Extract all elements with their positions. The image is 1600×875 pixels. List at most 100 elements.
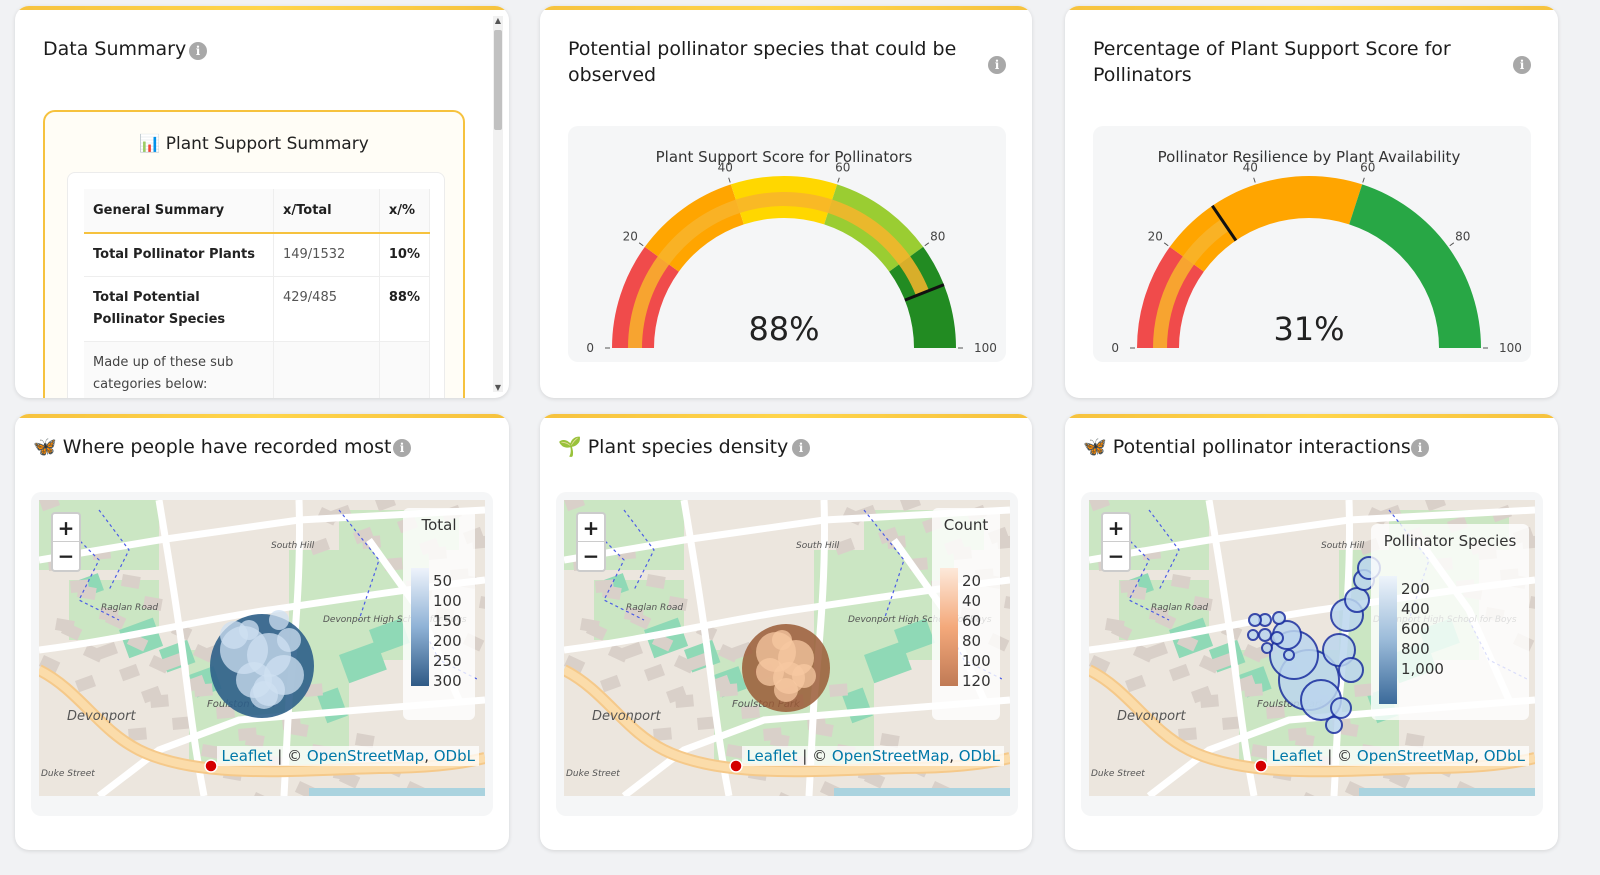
odbl-link[interactable]: ODbL [958,747,1000,765]
map-building [717,644,740,663]
map-building [667,596,688,611]
map-building [645,574,666,589]
map-card-density: 🌱 Plant species density i Devonport Fouls… [540,414,1032,850]
info-icon[interactable]: i [792,439,810,457]
legend-tick-label: 200 [433,632,462,650]
zoom-in-button[interactable]: + [578,514,604,542]
map2-title: 🌱 Plant species density [558,436,789,458]
map-building [600,674,622,693]
map-card-interactions: 🦋 Potential pollinator interactions i De… [1065,414,1558,850]
map-pitch [894,618,935,655]
map-building [644,663,666,682]
gauge-value-text: 31% [1273,310,1344,348]
map-building [163,652,185,671]
scroll-down-arrow-icon[interactable]: ▼ [494,383,502,392]
map-legend: Count 20 40 60 80 100 120 [932,508,1000,720]
zoom-in-button[interactable]: + [53,514,79,542]
zoom-out-button[interactable]: − [1107,544,1125,568]
data-summary-card: Data Summary i 📊 Plant Support Summary G… [15,6,509,398]
legend-tick-label: 50 [433,572,453,590]
map-card-recorded: 🦋 Where people have recorded most i Devo… [15,414,509,850]
map-footpath [98,509,130,591]
table-header: General Summary [84,189,274,234]
info-icon[interactable]: i [988,56,1006,74]
info-icon[interactable]: i [189,42,207,60]
map-bubble [1248,613,1262,627]
attribution-comma: , [424,747,434,765]
map-building [1528,596,1535,611]
row-label: Total Potential Pollinator Species [84,276,274,342]
map-building [104,611,127,630]
map-bubble [1258,628,1272,642]
gauge-title: Plant Support Score for Pollinators [656,148,913,166]
map-pitch [339,641,387,684]
gauge-tick-label: 40 [1243,160,1258,174]
zoom-in-button[interactable]: + [1103,514,1129,542]
map-building [1192,596,1213,611]
map-building [652,727,672,741]
summary-scroll-area[interactable]: 📊 Plant Support Summary General Summary … [43,92,465,398]
scrollbar-thumb[interactable] [494,30,502,130]
odbl-link[interactable]: ODbL [1483,747,1525,765]
map-building [719,683,738,697]
openstreetmap-link[interactable]: OpenStreetMap [831,747,950,765]
map-building [1110,622,1133,641]
info-icon[interactable]: i [393,439,411,457]
map-label: Duke Street [566,769,620,779]
zoom-control[interactable]: + − [51,512,81,572]
data-summary-title: Data Summary [43,38,187,60]
map-building [1354,683,1373,697]
gauge-title: Pollinator Resilience by Plant Availabil… [1158,148,1461,166]
legend-title: Count [943,516,989,534]
attribution-comma: , [1474,747,1484,765]
table-row: Made up of these sub categories below: [84,341,431,398]
map-water [309,788,485,796]
legend-title: Total [421,516,457,534]
map-legend: Total 50 100 150 200 250 300 [403,508,475,720]
map-street [1089,506,1535,564]
map-building [216,705,235,719]
map-building [1147,641,1169,660]
leaflet-link[interactable]: Leaflet [746,747,798,765]
map-building [1125,674,1147,693]
info-icon[interactable]: i [1513,56,1531,74]
zoom-control[interactable]: + − [1101,512,1131,572]
openstreetmap-link[interactable]: OpenStreetMap [306,747,425,765]
map-building [76,585,97,600]
gauge-tick-label: 40 [718,160,733,174]
leaflet-link[interactable]: Leaflet [1271,747,1323,765]
gauge-tick [638,242,644,247]
map-building [675,694,694,708]
legend-tick-label: 80 [962,632,982,650]
openstreetmap-link[interactable]: OpenStreetMap [1356,747,1475,765]
map-street [39,506,485,564]
odbl-link[interactable]: ODbL [433,747,475,765]
map-building [1338,722,1359,737]
zoom-out-button[interactable]: − [582,544,600,568]
scroll-up-arrow-icon[interactable]: ▲ [494,16,502,25]
map-label: Devonport High School for Boys [323,615,467,625]
table-header: x/Total [273,189,380,234]
map-footpath [623,509,655,591]
gauge-band [1349,184,1481,348]
legend-tick-label: 400 [1401,600,1430,618]
map-building [564,500,586,512]
map-building [564,655,586,674]
zoom-out-button[interactable]: − [57,544,75,568]
map-building [725,743,746,759]
map-building [997,535,1010,549]
scrollbar[interactable]: ▲ ▼ [493,16,503,392]
leaflet-link[interactable]: Leaflet [221,747,273,765]
zoom-control[interactable]: + − [576,512,606,572]
map-building [1244,683,1263,697]
summary-table: General Summary x/Total x/% Total Pollin… [84,189,431,398]
map-building [142,596,163,611]
gauge-tick-label: 20 [623,229,638,243]
info-icon[interactable]: i [1411,439,1429,457]
map-bubble [1325,716,1343,734]
plant-support-summary-title: 📊 Plant Support Summary [139,134,369,154]
map-building [1404,733,1425,748]
